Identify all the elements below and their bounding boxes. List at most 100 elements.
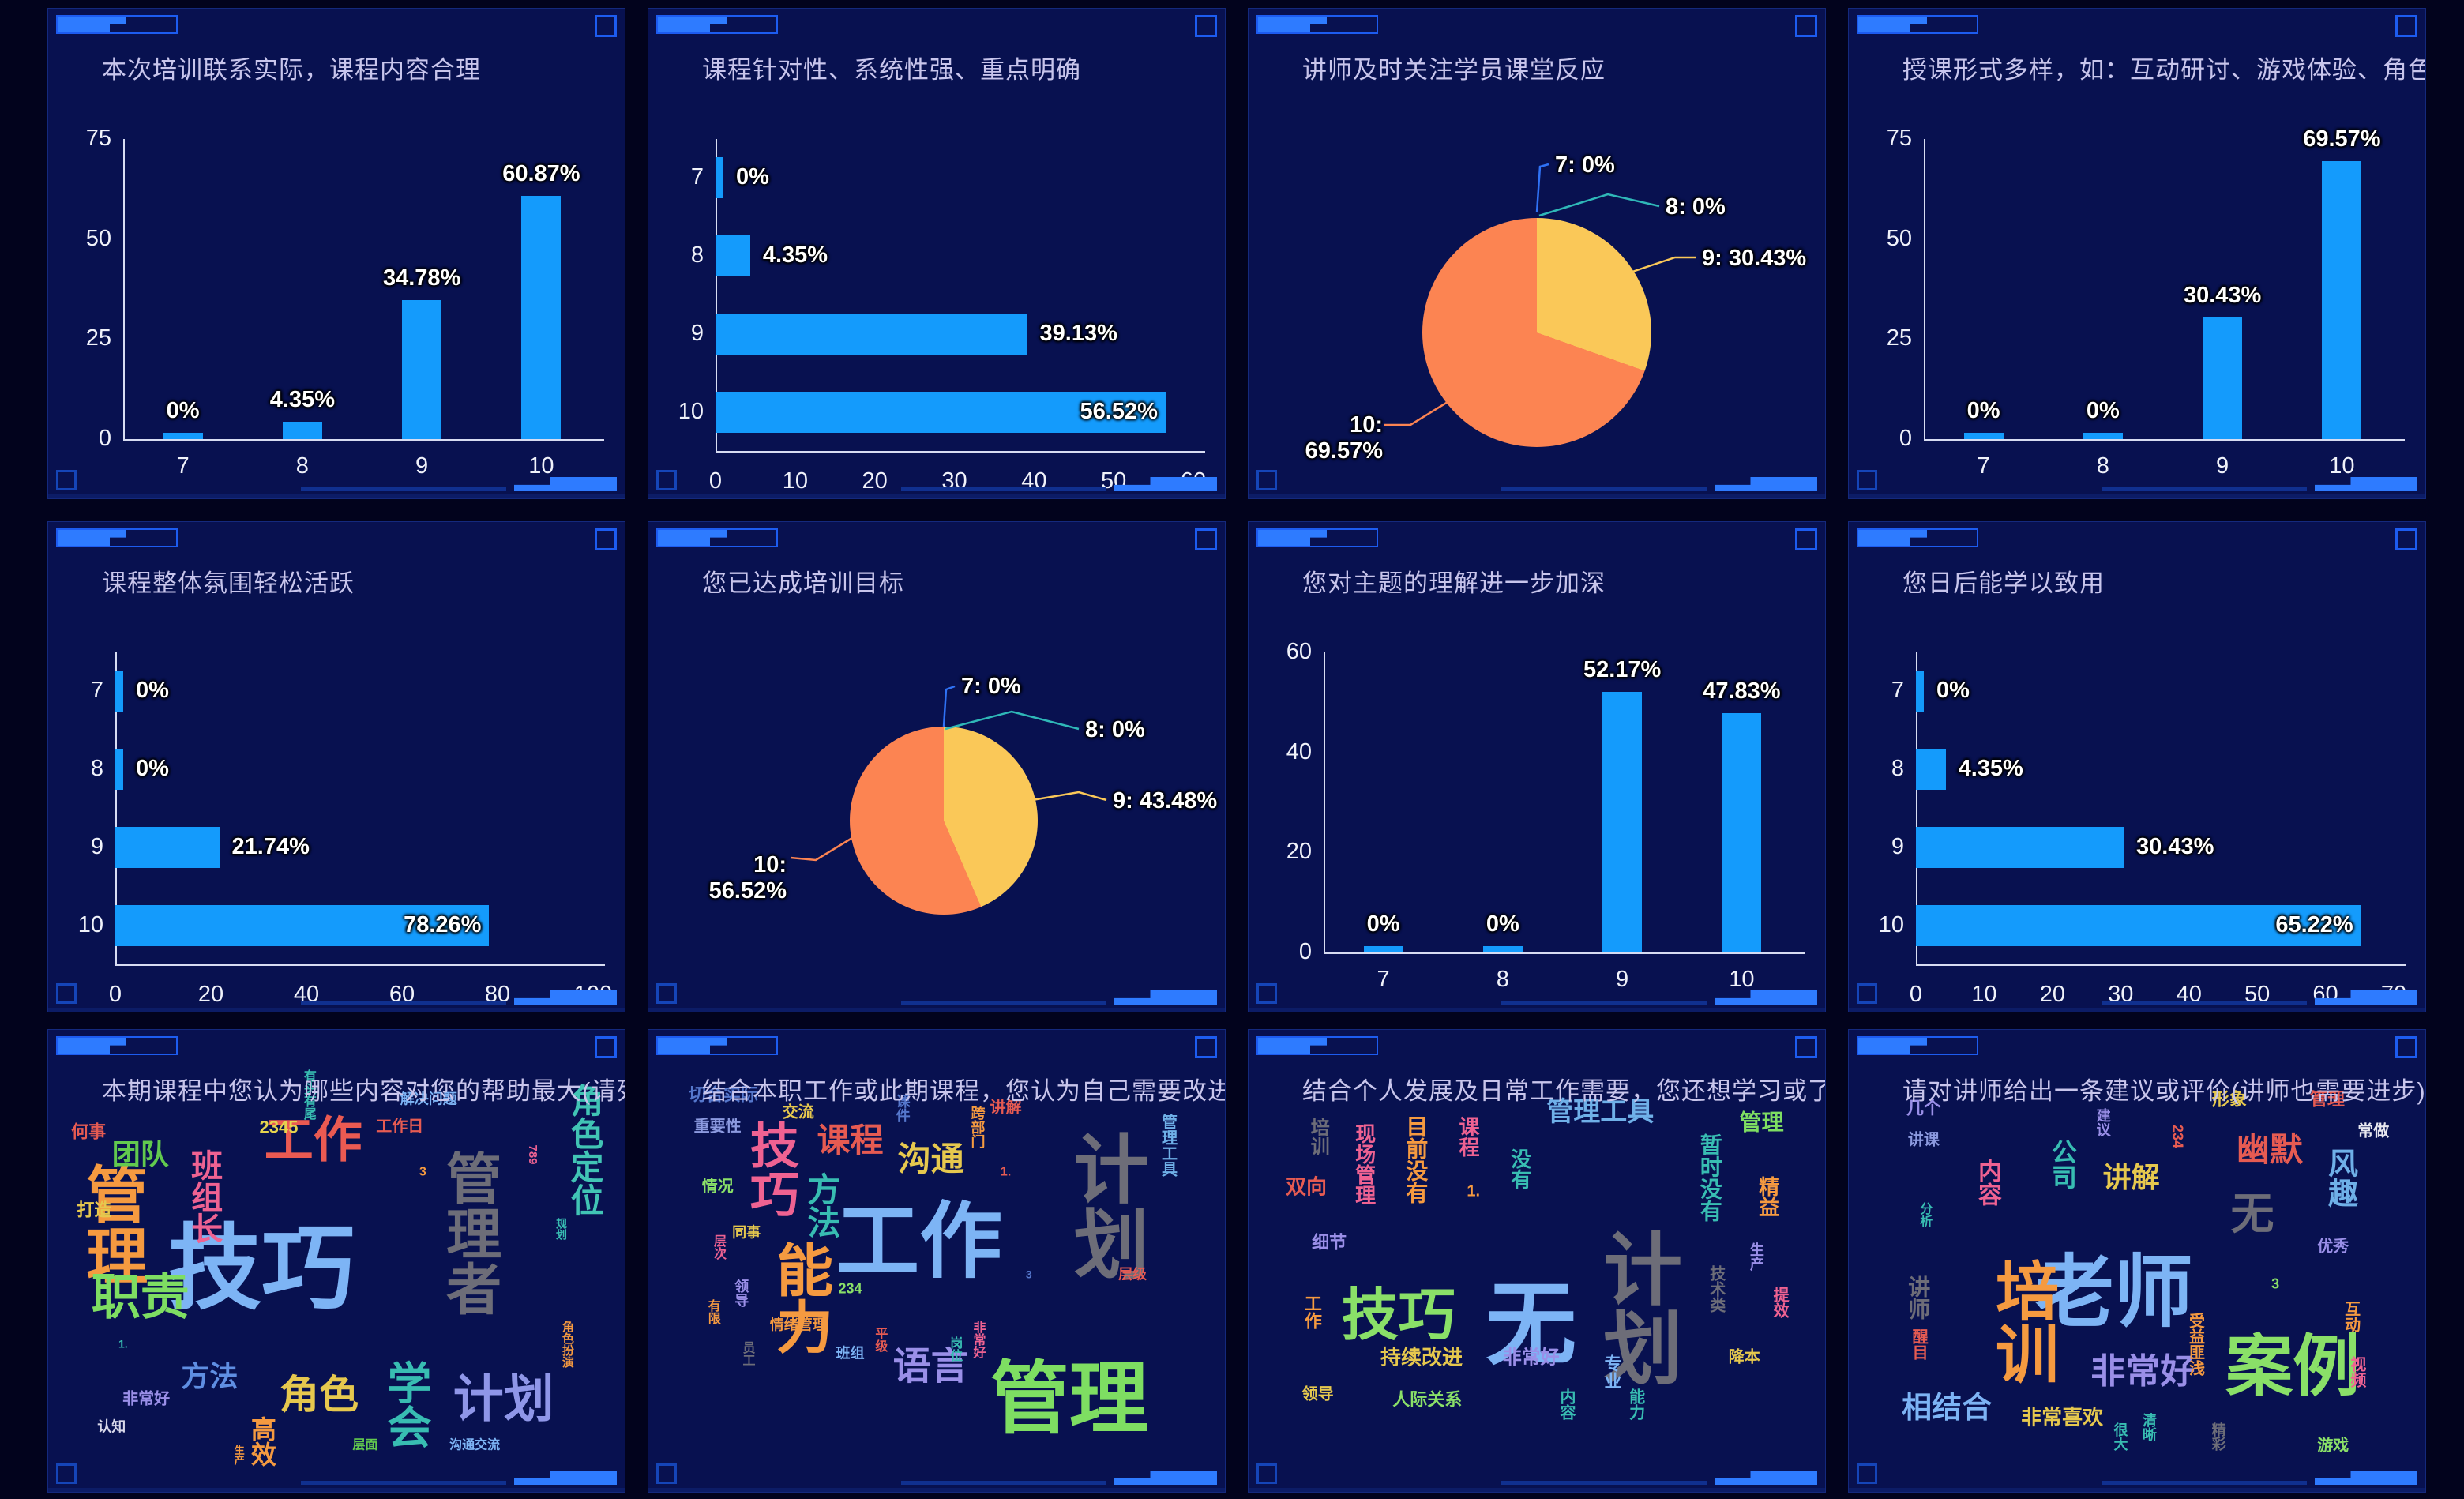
wordcloud-word: 生产 <box>1748 1242 1764 1271</box>
bar-value-label: 0% <box>1486 911 1519 937</box>
x-category-label: 8 <box>1496 967 1509 992</box>
wordcloud-word: 层面 <box>352 1438 378 1452</box>
x-category-label: 7 <box>1377 967 1390 992</box>
wordcloud-word: 高效 <box>247 1415 276 1467</box>
x-axis-line <box>1324 952 1805 954</box>
bottom-line-decoration <box>301 1481 506 1485</box>
wordcloud-word: 工作 <box>264 1113 362 1168</box>
wordcloud-word: 员工 <box>740 1340 754 1366</box>
bar-10 <box>2322 160 2362 439</box>
y-category-label: 9 <box>1891 833 1904 859</box>
wordcloud-word: 内容 <box>1974 1159 2000 1207</box>
x-axis-tick: 20 <box>197 982 224 1007</box>
chart-area-wordcloud: 工作 管理 计划 能力 技巧 课程 沟通 方法 语言 管理工具 切合实际 交流 重要性 课件 讲解 跨部门 情况… <box>648 1030 1225 1492</box>
wordcloud-word: 层次 <box>711 1234 725 1260</box>
bar-value-label: 65.22% <box>2275 911 2353 937</box>
wordcloud-word: 管理工具 <box>1546 1097 1655 1128</box>
wordcloud-word: 沟通 <box>897 1140 964 1178</box>
wordcloud-word: 技巧 <box>742 1119 797 1218</box>
chart-area-bar: 0 25 50 75 0% 7 0% 8 30.43% 9 69.57% 10 <box>1849 9 2425 498</box>
x-axis-tick: 0 <box>1909 982 1923 1007</box>
bar-value-label: 0% <box>1936 678 1970 704</box>
bar-value-label: 34.78% <box>382 265 461 291</box>
corner-bottom-left-decoration <box>1857 470 1877 490</box>
wordcloud-word: 无 <box>2230 1189 2274 1239</box>
corner-top-left-decoration <box>56 15 178 34</box>
bar-value-label: 4.35% <box>762 242 828 269</box>
x-category-label: 9 <box>415 453 429 479</box>
y-axis-tick: 25 <box>85 325 111 351</box>
y-category-label: 7 <box>90 678 103 704</box>
panel-8: 您日后能学以致用01020304050607070%84.35%930.43%1… <box>1848 521 2426 1012</box>
wordcloud-word: 789 <box>526 1144 540 1165</box>
y-axis-line <box>1324 652 1325 952</box>
y-axis-tick: 75 <box>85 126 111 151</box>
x-category-label: 10 <box>1729 967 1755 992</box>
bottom-line-decoration <box>301 1001 506 1005</box>
bar-value-label: 0% <box>2086 398 2120 423</box>
bar-8 <box>1482 946 1523 952</box>
corner-bottom-left-decoration <box>1857 1463 1877 1484</box>
wordcloud-word: 能力 <box>767 1241 831 1355</box>
wordcloud-word: 技术类 <box>1707 1264 1725 1313</box>
wordcloud-word: 计划 <box>1062 1130 1147 1281</box>
wordcloud-word: 3 <box>419 1165 426 1179</box>
y-axis-tick: 25 <box>1886 325 1912 351</box>
wordcloud-word: 沟通交流 <box>449 1438 501 1452</box>
wordcloud-word: 提效 <box>1771 1287 1789 1319</box>
wordcloud-word: 管理者 <box>438 1150 501 1317</box>
wordcloud-word: 管理 <box>1739 1110 1784 1135</box>
wordcloud-word: 优秀 <box>2317 1238 2349 1256</box>
wordcloud-word: 课程 <box>817 1121 884 1159</box>
y-category-label: 8 <box>1891 756 1904 782</box>
bar-value-label: 0% <box>136 756 169 782</box>
corner-top-left-decoration <box>1256 1036 1378 1055</box>
bar-value-label: 0% <box>166 398 200 423</box>
corner-bottom-left-decoration <box>56 470 77 490</box>
wordcloud-word: 非常好 <box>1502 1347 1560 1369</box>
panel-7: 您对主题的理解进一步加深 0 20 40 60 0% 7 0% 8 52.17% 9 47.83% 10 <box>1248 521 1826 1012</box>
wordcloud-word: 互动 <box>2342 1300 2360 1332</box>
wordcloud-word: 1. <box>1467 1182 1481 1200</box>
wordcloud-word: 领导 <box>1301 1385 1334 1403</box>
panel-3: 讲师及时关注学员课堂反应 7: 0% 8: 0% 9: 30.43% 10: 69.57… <box>1248 8 1826 499</box>
wordcloud-word: 相结合 <box>1902 1391 1993 1425</box>
x-category-label: 9 <box>1616 967 1629 992</box>
bar-8 <box>115 749 123 791</box>
corner-bottom-left-decoration <box>1256 1463 1277 1484</box>
bar-value-label: 30.43% <box>2183 282 2262 308</box>
pie-label-7: 7: 0% <box>1555 152 1615 178</box>
corner-bottom-left-decoration <box>1256 470 1277 490</box>
corner-top-left-decoration <box>656 528 778 547</box>
wordcloud-word: 建议 <box>2094 1108 2111 1136</box>
panel-title: 授课形式多样，如：互动研讨、游戏体验、角色扮演 <box>1902 56 2426 84</box>
corner-bottom-left-decoration <box>656 1463 677 1484</box>
y-category-label: 9 <box>690 320 704 346</box>
bar-value-label: 30.43% <box>2136 833 2214 859</box>
wordcloud-word: 管理 <box>990 1354 1148 1444</box>
bar-10 <box>1916 904 2361 946</box>
bar-8 <box>1916 749 1946 791</box>
corner-top-left-decoration <box>56 528 178 547</box>
wordcloud-word: 有限 <box>705 1298 719 1324</box>
wordcloud-word: 班组长 <box>186 1148 222 1244</box>
y-category-label: 9 <box>90 833 103 859</box>
wordcloud-word: 岗位 <box>948 1336 962 1362</box>
wordcloud-word: 管理 <box>2309 1089 2345 1110</box>
corner-top-left-decoration <box>1256 528 1378 547</box>
wordcloud-word: 专业 <box>1602 1354 1622 1389</box>
wordcloud-word: 非常好 <box>122 1390 171 1408</box>
wordcloud-word: 打造 <box>77 1200 112 1220</box>
bar-value-label: 47.83% <box>1703 678 1781 704</box>
leader-line-8 <box>945 710 1080 731</box>
panel-title: 请对讲师给出一条建议或评价(讲师也需要进步) <box>1902 1077 2426 1105</box>
panel-1: 本次培训联系实际，课程内容合理 0 25 50 75 0% 7 4.35% 8 34.78% 9 60… <box>47 8 625 499</box>
wordcloud-word: 1. <box>1000 1165 1012 1179</box>
bottom-line-decoration <box>1501 487 1707 491</box>
x-category-label: 7 <box>1977 453 1990 479</box>
x-axis-tick: 0 <box>108 982 122 1007</box>
bar-value-label: 4.35% <box>1958 756 2023 782</box>
bar-10 <box>716 391 1166 433</box>
